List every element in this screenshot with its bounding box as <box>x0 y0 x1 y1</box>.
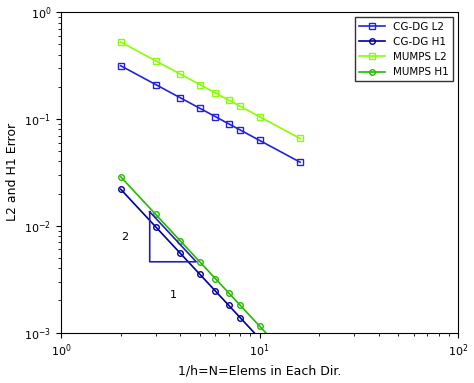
X-axis label: 1/h=N=Elems in Each Dir.: 1/h=N=Elems in Each Dir. <box>178 365 341 377</box>
Text: 1: 1 <box>170 290 176 300</box>
Y-axis label: L2 and H1 Error: L2 and H1 Error <box>6 123 18 221</box>
Legend: CG-DG L2, CG-DG H1, MUMPS L2, MUMPS H1: CG-DG L2, CG-DG H1, MUMPS L2, MUMPS H1 <box>355 17 453 81</box>
Text: 2: 2 <box>121 232 128 242</box>
